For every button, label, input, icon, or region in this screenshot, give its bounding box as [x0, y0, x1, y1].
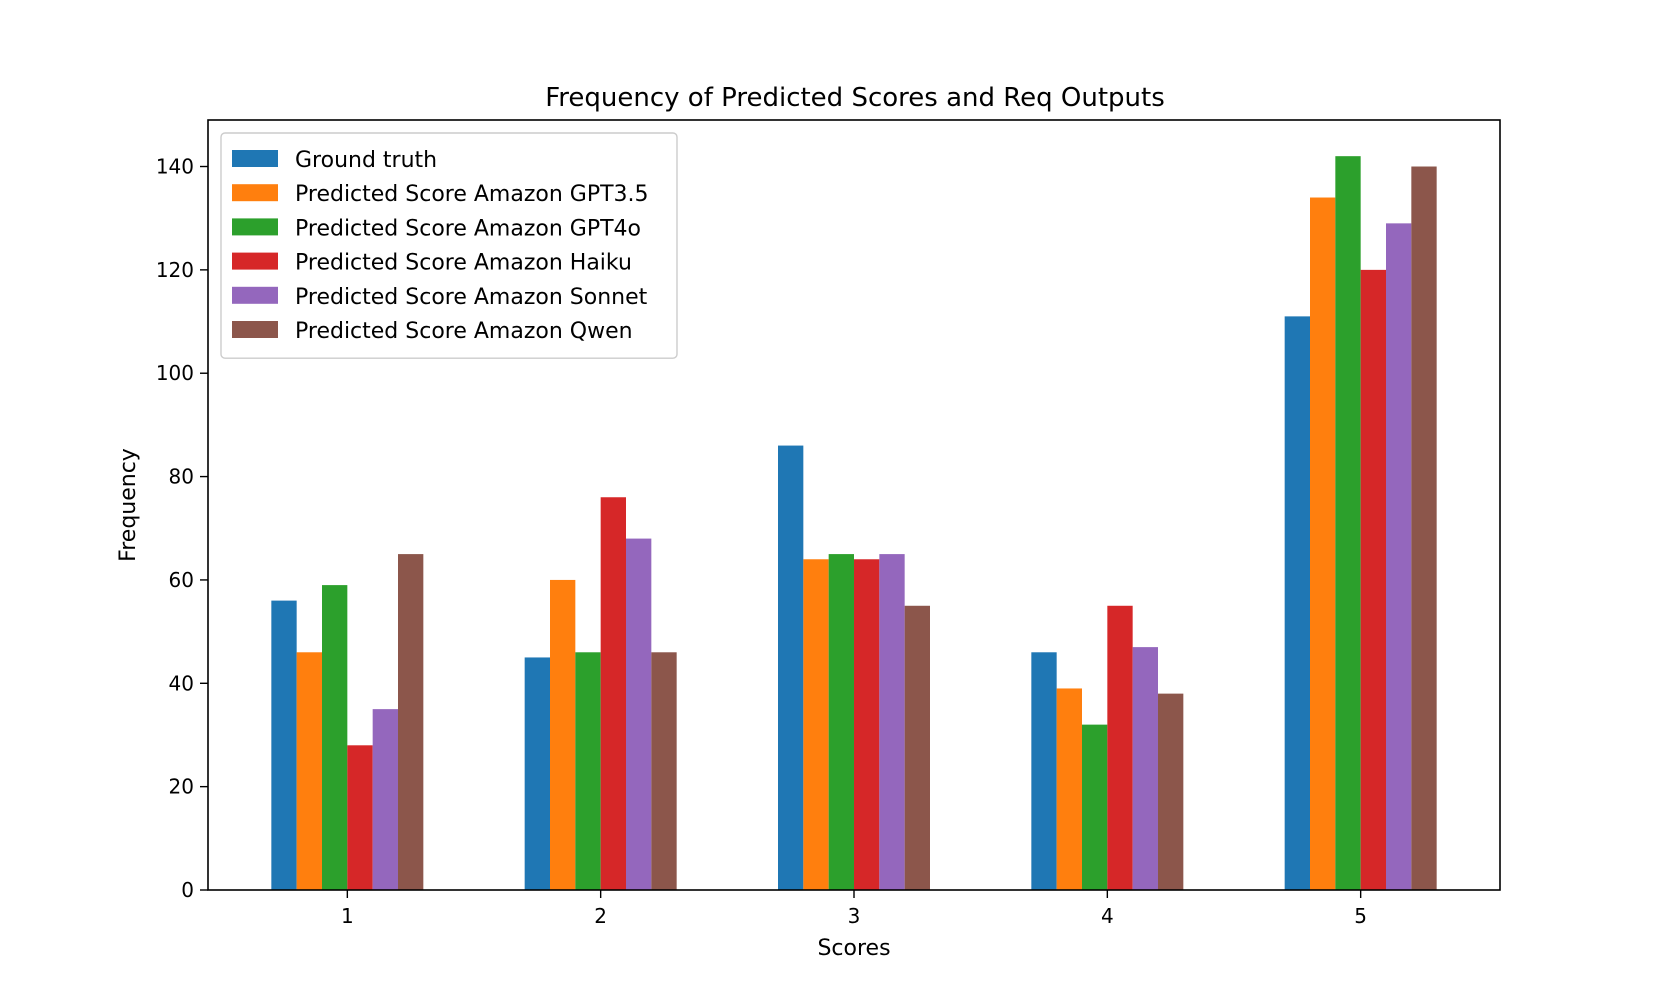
bar-predicted-score-amazon-gpt3-5-score-5	[1310, 197, 1336, 890]
bar-ground-truth-score-4	[1031, 652, 1057, 890]
bar-predicted-score-amazon-haiku-score-2	[600, 497, 626, 890]
legend-swatch	[232, 286, 278, 304]
legend-label: Ground truth	[295, 148, 437, 173]
legend-swatch	[232, 321, 278, 338]
bar-predicted-score-amazon-qwen-score-4	[1158, 693, 1184, 890]
bar-predicted-score-amazon-gpt4o-score-1	[322, 585, 348, 890]
x-tick-label: 4	[1101, 904, 1114, 928]
bar-predicted-score-amazon-haiku-score-1	[347, 745, 373, 890]
legend-label: Predicted Score Amazon Haiku	[295, 251, 632, 276]
bar-predicted-score-amazon-gpt3-5-score-2	[550, 579, 576, 890]
y-tick-label: 60	[169, 568, 194, 592]
legend-swatch	[232, 150, 278, 167]
y-axis-label: Frequency	[116, 448, 141, 562]
bars-layer	[271, 156, 1437, 890]
bar-ground-truth-score-5	[1284, 316, 1310, 890]
bar-predicted-score-amazon-sonnet-score-2	[626, 538, 652, 890]
bar-predicted-score-amazon-sonnet-score-3	[879, 554, 905, 890]
y-tick-label: 20	[169, 775, 194, 799]
x-axis-label: Scores	[817, 936, 890, 961]
chart-title: Frequency of Predicted Scores and Req Ou…	[545, 83, 1165, 113]
x-tick-label: 3	[848, 904, 861, 928]
y-tick-label: 120	[156, 258, 194, 282]
x-tick-label: 2	[594, 904, 607, 928]
bar-predicted-score-amazon-qwen-score-3	[904, 605, 930, 890]
bar-ground-truth-score-2	[524, 657, 550, 890]
bar-predicted-score-amazon-sonnet-score-1	[372, 709, 398, 890]
x-tick-label: 1	[341, 904, 354, 928]
y-tick-label: 100	[156, 361, 194, 385]
legend-swatch	[232, 218, 278, 236]
legend-swatch	[232, 184, 278, 202]
bar-ground-truth-score-1	[271, 600, 297, 890]
bar-predicted-score-amazon-qwen-score-5	[1411, 166, 1437, 890]
plot-frame	[207, 119, 1501, 891]
bar-predicted-score-amazon-sonnet-score-4	[1132, 647, 1158, 890]
legend-box	[220, 132, 678, 359]
bar-predicted-score-amazon-haiku-score-5	[1360, 269, 1386, 890]
x-axis-ticks: 1 2 3 4 5	[341, 890, 1367, 928]
bar-predicted-score-amazon-gpt4o-score-3	[828, 554, 854, 890]
bar-predicted-score-amazon-haiku-score-3	[854, 559, 880, 890]
legend: Ground truth Predicted Score Amazon GPT3.…	[220, 132, 678, 359]
y-tick-label: 0	[181, 878, 194, 902]
legend-label: Predicted Score Amazon Qwen	[295, 319, 633, 344]
bar-ground-truth-score-3	[778, 445, 804, 890]
legend-label: Predicted Score Amazon GPT4o	[295, 216, 641, 241]
y-tick-label: 140	[156, 155, 194, 179]
bar-predicted-score-amazon-gpt4o-score-5	[1335, 156, 1361, 890]
y-tick-label: 40	[169, 671, 194, 695]
bar-predicted-score-amazon-qwen-score-1	[398, 554, 424, 890]
y-tick-label: 80	[169, 465, 194, 489]
bar-predicted-score-amazon-gpt4o-score-2	[575, 652, 601, 890]
bar-predicted-score-amazon-gpt3-5-score-4	[1056, 688, 1082, 890]
bar-predicted-score-amazon-sonnet-score-5	[1386, 223, 1412, 890]
x-tick-label: 5	[1354, 904, 1367, 928]
bar-predicted-score-amazon-gpt4o-score-4	[1082, 724, 1108, 890]
legend-swatch	[232, 252, 278, 270]
legend-label: Predicted Score Amazon GPT3.5	[295, 182, 649, 207]
y-axis-ticks: 0 20 40 60 80 100 120 140	[156, 155, 208, 902]
bar-predicted-score-amazon-gpt3-5-score-3	[803, 559, 829, 890]
bar-predicted-score-amazon-haiku-score-4	[1107, 605, 1133, 890]
bar-predicted-score-amazon-gpt3-5-score-1	[296, 652, 322, 890]
bar-predicted-score-amazon-qwen-score-2	[651, 652, 677, 890]
legend-label: Predicted Score Amazon Sonnet	[295, 285, 648, 310]
